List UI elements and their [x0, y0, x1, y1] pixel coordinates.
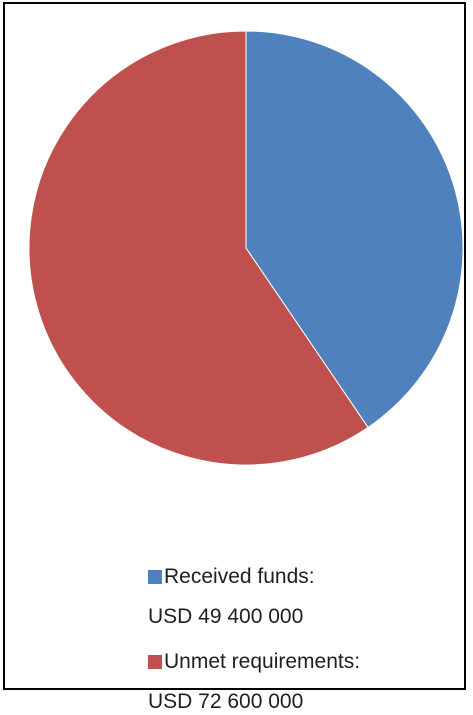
legend-swatch-received-funds: [148, 570, 162, 584]
legend-value-unmet-requirements: USD 72 600 000: [148, 690, 304, 713]
pie-slice-unmet-requirements: [28, 30, 369, 466]
pie-chart: [28, 30, 464, 466]
pie-slice-received-funds: [245, 30, 464, 429]
legend-label-unmet-requirements: Unmet requirements:: [164, 650, 361, 673]
legend-item-unmet-requirements: Unmet requirements: USD 72 600 000: [148, 649, 360, 715]
legend-item-received-funds: Received funds: USD 49 400 000: [148, 564, 315, 630]
legend-swatch-unmet-requirements: [148, 655, 162, 669]
legend-label-received-funds: Received funds:: [164, 565, 315, 588]
legend-value-received-funds: USD 49 400 000: [148, 605, 304, 628]
